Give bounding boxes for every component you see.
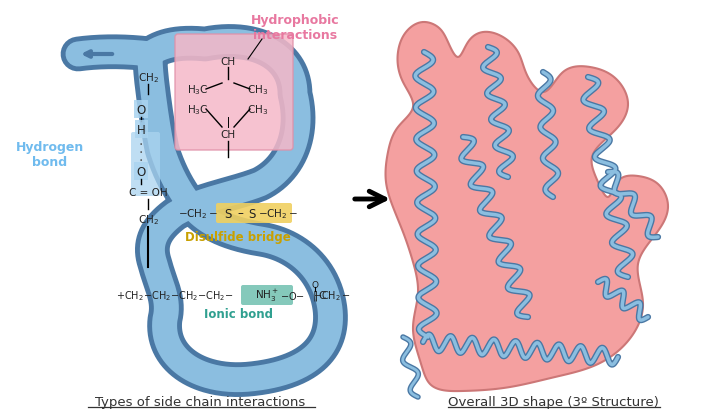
Text: S: S [224,207,232,220]
Text: H$_3$C: H$_3$C [187,83,209,97]
FancyBboxPatch shape [175,35,293,151]
Text: CH: CH [221,57,236,67]
Text: Hydrogen
bond: Hydrogen bond [16,141,84,169]
Text: Types of side chain interactions: Types of side chain interactions [95,395,305,408]
Text: Overall 3D shape (3º Structure): Overall 3D shape (3º Structure) [447,395,659,408]
Text: $-$O$-$: $-$O$-$ [280,289,304,301]
Text: Hydrophobic
interactions: Hydrophobic interactions [251,14,339,42]
Text: $+$CH$_2$$-$CH$_2$$-$CH$_2$$-$CH$_2$$-$: $+$CH$_2$$-$CH$_2$$-$CH$_2$$-$CH$_2$$-$ [116,288,234,302]
Text: H: H [137,123,145,136]
Text: H$_3$C: H$_3$C [187,103,209,116]
Polygon shape [385,23,668,391]
Text: CH$_2$: CH$_2$ [137,213,158,226]
Text: S: S [248,207,256,220]
Text: $-$CH$_2-$: $-$CH$_2-$ [178,206,218,221]
Text: C = OH: C = OH [129,188,168,197]
Text: NH$_3^+$: NH$_3^+$ [255,287,279,303]
Text: CH$_2$: CH$_2$ [137,71,158,85]
Text: O: O [311,280,319,289]
Text: Ionic bond: Ionic bond [203,308,273,321]
Text: $-$CH$_2-$: $-$CH$_2-$ [313,288,351,302]
Text: CH: CH [221,130,236,140]
Text: $\|$: $\|$ [312,288,318,302]
Text: Disulfide bridge: Disulfide bridge [185,231,291,244]
Text: ·: · [139,146,143,159]
Text: CH$_3$: CH$_3$ [247,103,269,116]
Text: ·: · [139,138,143,152]
Text: –: – [237,207,243,220]
Text: O: O [137,103,146,116]
Text: C: C [319,290,326,300]
Text: O: O [137,165,146,178]
Text: CH$_3$: CH$_3$ [247,83,269,97]
FancyBboxPatch shape [241,285,293,305]
Text: $-$CH$_2-$: $-$CH$_2-$ [258,206,298,221]
Text: ·: · [139,154,143,168]
FancyBboxPatch shape [216,204,292,223]
FancyBboxPatch shape [131,133,160,197]
